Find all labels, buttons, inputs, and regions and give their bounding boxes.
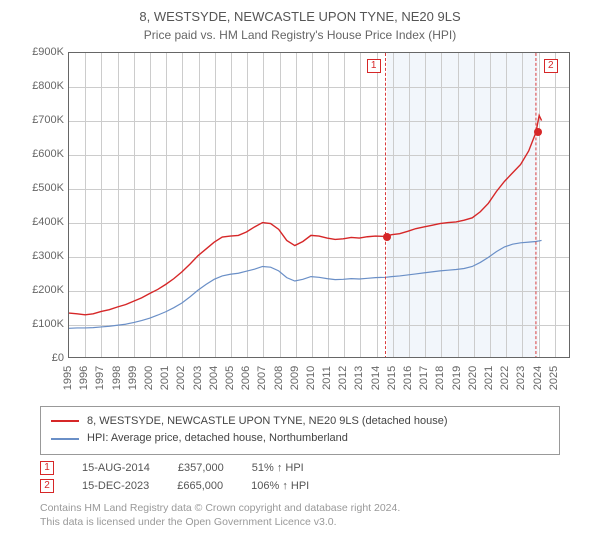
legend-label-2: HPI: Average price, detached house, Nort… — [87, 430, 348, 448]
x-axis-label: 2020 — [467, 365, 479, 389]
x-axis-label: 2017 — [418, 365, 430, 389]
data-point-marker — [383, 233, 391, 241]
x-axis-label: 1998 — [111, 365, 123, 389]
event-price-2: £665,000 — [177, 480, 223, 492]
x-axis-label: 2019 — [451, 365, 463, 389]
legend-row-2: HPI: Average price, detached house, Nort… — [51, 430, 549, 448]
legend-label-1: 8, WESTSYDE, NEWCASTLE UPON TYNE, NE20 9… — [87, 413, 448, 431]
x-axis-label: 2024 — [532, 365, 544, 389]
footer-line-1: Contains HM Land Registry data © Crown c… — [40, 501, 560, 516]
x-axis-label: 2015 — [386, 365, 398, 389]
x-axis-label: 1997 — [94, 365, 106, 389]
legend-row-1: 8, WESTSYDE, NEWCASTLE UPON TYNE, NE20 9… — [51, 413, 549, 431]
x-axis-label: 2005 — [224, 365, 236, 389]
x-axis-label: 1996 — [78, 365, 90, 389]
x-axis-label: 2006 — [240, 365, 252, 389]
event-row-1: 1 15-AUG-2014 £357,000 51% ↑ HPI — [40, 461, 560, 475]
y-axis-label: £600K — [18, 148, 64, 160]
event-marker-1: 1 — [40, 461, 54, 475]
y-axis-label: £900K — [18, 46, 64, 58]
event-price-1: £357,000 — [178, 462, 224, 474]
x-axis-label: 2025 — [548, 365, 560, 389]
x-axis-label: 2021 — [483, 365, 495, 389]
event-delta-2: 106% ↑ HPI — [251, 480, 309, 492]
x-axis-label: 1999 — [127, 365, 139, 389]
x-axis-label: 2008 — [273, 365, 285, 389]
y-axis-label: £200K — [18, 284, 64, 296]
x-axis-label: 2022 — [499, 365, 511, 389]
data-point-marker — [534, 128, 542, 136]
event-delta-1: 51% ↑ HPI — [252, 462, 304, 474]
events-table: 1 15-AUG-2014 £357,000 51% ↑ HPI 2 15-DE… — [40, 461, 560, 493]
x-axis-label: 2004 — [208, 365, 220, 389]
plot-area: 12 — [68, 52, 570, 358]
footer-text: Contains HM Land Registry data © Crown c… — [40, 501, 560, 530]
event-date-2: 15-DEC-2023 — [82, 480, 149, 492]
chart-title: 8, WESTSYDE, NEWCASTLE UPON TYNE, NE20 9… — [16, 8, 584, 26]
x-axis-label: 2010 — [305, 365, 317, 389]
x-axis-label: 2014 — [370, 365, 382, 389]
chart-area: £0 £100K £200K £300K £400K £500K £600K £700K £80… — [20, 48, 580, 398]
line-svg — [69, 53, 569, 357]
series-price_paid — [69, 115, 542, 314]
x-axis-label: 2001 — [159, 365, 171, 389]
y-axis-label: £500K — [18, 182, 64, 194]
x-axis-label: 2013 — [353, 365, 365, 389]
event-date-1: 15-AUG-2014 — [82, 462, 150, 474]
legend-box: 8, WESTSYDE, NEWCASTLE UPON TYNE, NE20 9… — [40, 406, 560, 455]
chart-container: 8, WESTSYDE, NEWCASTLE UPON TYNE, NE20 9… — [0, 0, 600, 560]
x-axis-label: 2003 — [192, 365, 204, 389]
x-axis-label: 2012 — [337, 365, 349, 389]
series-hpi — [69, 240, 542, 328]
y-axis-label: £0 — [18, 352, 64, 364]
y-axis-label: £800K — [18, 80, 64, 92]
x-axis-label: 1995 — [62, 365, 74, 389]
y-axis-label: £400K — [18, 216, 64, 228]
y-axis-label: £700K — [18, 114, 64, 126]
y-axis-label: £300K — [18, 250, 64, 262]
event-marker-2: 2 — [40, 479, 54, 493]
x-axis-label: 2016 — [402, 365, 414, 389]
x-axis-label: 2007 — [256, 365, 268, 389]
event-marker-box: 2 — [544, 59, 558, 73]
x-axis-label: 2000 — [143, 365, 155, 389]
chart-subtitle: Price paid vs. HM Land Registry's House … — [16, 28, 584, 42]
x-axis-label: 2011 — [321, 366, 333, 390]
x-axis-label: 2002 — [175, 365, 187, 389]
y-axis-label: £100K — [18, 318, 64, 330]
legend-swatch-1 — [51, 420, 79, 422]
footer-line-2: This data is licensed under the Open Gov… — [40, 515, 560, 530]
event-row-2: 2 15-DEC-2023 £665,000 106% ↑ HPI — [40, 479, 560, 493]
legend-swatch-2 — [51, 438, 79, 440]
x-axis-label: 2023 — [515, 365, 527, 389]
x-axis-label: 2009 — [289, 365, 301, 389]
event-marker-box: 1 — [367, 59, 381, 73]
x-axis-label: 2018 — [434, 365, 446, 389]
